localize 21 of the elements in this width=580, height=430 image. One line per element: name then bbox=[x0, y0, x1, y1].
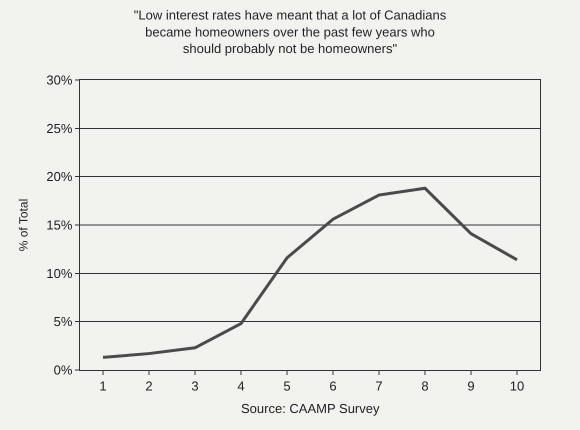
y-tick-label: 0% bbox=[54, 362, 73, 378]
x-tick-label: 10 bbox=[510, 378, 524, 394]
y-tick-label: 30% bbox=[46, 72, 73, 88]
y-tick-label: 25% bbox=[46, 120, 73, 136]
line-series bbox=[102, 186, 518, 359]
x-tick-label: 4 bbox=[237, 378, 245, 394]
y-tick-label: 15% bbox=[46, 218, 73, 233]
y-tick-label: 10% bbox=[46, 266, 73, 281]
x-tick-label: 3 bbox=[191, 378, 199, 394]
y-axis-title: % of Total bbox=[16, 198, 31, 252]
y-tick-label: 5% bbox=[54, 314, 73, 330]
y-tick-label: 20% bbox=[46, 169, 73, 184]
x-tick-label: 2 bbox=[145, 378, 153, 394]
x-tick-label: 6 bbox=[329, 378, 337, 394]
x-tick-label: 8 bbox=[421, 378, 429, 394]
x-tick-label: 9 bbox=[467, 378, 475, 394]
source-note: Source: CAAMP Survey bbox=[241, 401, 380, 416]
x-tick-label: 5 bbox=[283, 378, 291, 394]
x-tick-label: 1 bbox=[99, 378, 107, 394]
x-tick-label: 7 bbox=[375, 378, 383, 394]
chart-title: "Low interest rates have meant that a lot of Canadians became homeowners over the past few years who should probably not be homeowners" bbox=[134, 7, 447, 56]
